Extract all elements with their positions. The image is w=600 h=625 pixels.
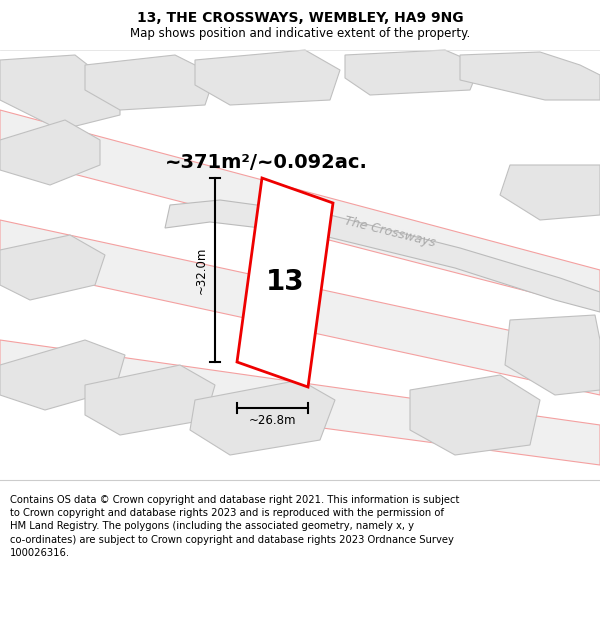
Text: 13, THE CROSSWAYS, WEMBLEY, HA9 9NG: 13, THE CROSSWAYS, WEMBLEY, HA9 9NG bbox=[137, 11, 463, 25]
Polygon shape bbox=[500, 165, 600, 220]
Polygon shape bbox=[0, 110, 600, 310]
Polygon shape bbox=[0, 235, 105, 300]
Polygon shape bbox=[190, 380, 335, 455]
Polygon shape bbox=[0, 120, 100, 185]
Text: Contains OS data © Crown copyright and database right 2021. This information is : Contains OS data © Crown copyright and d… bbox=[10, 495, 460, 558]
Polygon shape bbox=[0, 340, 600, 465]
Polygon shape bbox=[237, 178, 333, 387]
Text: The Crossways: The Crossways bbox=[343, 214, 437, 249]
Text: ~26.8m: ~26.8m bbox=[249, 414, 296, 426]
Text: 13: 13 bbox=[266, 269, 304, 296]
Text: ~371m²/~0.092ac.: ~371m²/~0.092ac. bbox=[165, 154, 368, 173]
Polygon shape bbox=[85, 55, 215, 110]
Text: Map shows position and indicative extent of the property.: Map shows position and indicative extent… bbox=[130, 26, 470, 39]
Bar bbox=[0, 50, 600, 480]
Polygon shape bbox=[85, 365, 215, 435]
Polygon shape bbox=[410, 375, 540, 455]
Polygon shape bbox=[0, 220, 600, 395]
Polygon shape bbox=[505, 315, 600, 395]
Polygon shape bbox=[460, 52, 600, 100]
Polygon shape bbox=[345, 50, 480, 95]
Text: ~32.0m: ~32.0m bbox=[194, 246, 208, 294]
Polygon shape bbox=[0, 55, 120, 130]
Polygon shape bbox=[195, 50, 340, 105]
Polygon shape bbox=[165, 200, 600, 312]
Polygon shape bbox=[0, 340, 125, 410]
